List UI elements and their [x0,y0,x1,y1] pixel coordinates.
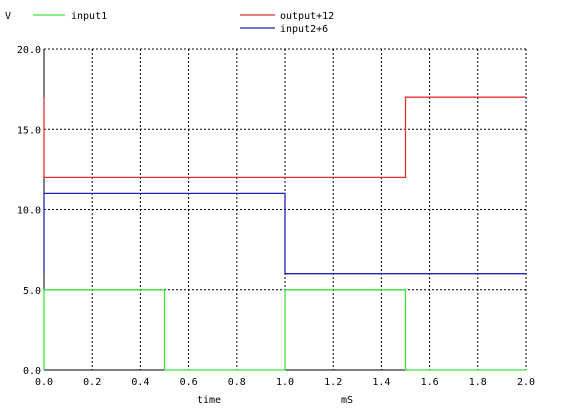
y-tick-label: 15.0 [17,125,41,136]
x-tick-label: 0.0 [35,377,53,388]
x-tick-label: 2.0 [517,377,535,388]
x-tick-label: 1.8 [469,377,487,388]
x-tick-label: 0.2 [83,377,101,388]
legend-label-input1: input1 [71,11,107,22]
y-tick-label: 10.0 [17,206,41,217]
series-line-input1 [43,289,526,371]
y-tick-label: 0.0 [23,366,41,377]
x-tick-label: 0.8 [228,377,246,388]
x-tick-label: 1.0 [276,377,294,388]
x-tick-label: 0.6 [180,377,198,388]
y-axis-label: V [5,11,11,22]
series-lines [43,96,526,371]
grid-lines [44,48,527,370]
y-tick-label: 5.0 [23,286,41,297]
tick-labels: 0.0 0.2 0.4 0.6 0.8 1.0 1.2 1.4 1.6 1.8 2.0 0.0 5.0 1… [17,45,535,388]
x-tick-label: 0.4 [131,377,149,388]
series-line-output+12 [43,96,526,179]
x-axis-unit: mS [341,395,353,406]
x-tick-label: 1.6 [421,377,439,388]
series-line-input2+6 [43,192,526,275]
legend-label-output+12: output+12 [280,11,334,22]
legend: input1 output+12 input2+6 [33,11,334,35]
x-tick-label: 1.4 [372,377,390,388]
y-tick-label: 20.0 [17,45,41,56]
x-tick-label: 1.2 [324,377,342,388]
legend-label-input2+6: input2+6 [280,24,328,35]
x-axis-label: time [197,395,221,406]
